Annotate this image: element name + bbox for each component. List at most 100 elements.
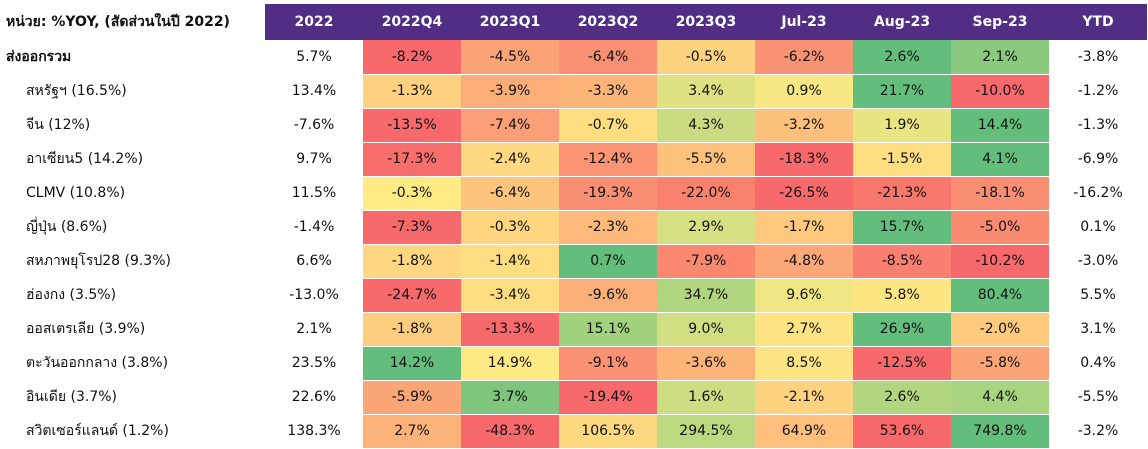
table-cell: -3.3% <box>559 73 657 108</box>
column-header: 2023Q1 <box>461 4 559 40</box>
table-row: ส่งออกรวม 5.7% -8.2% -4.5% -6.4% -0.5% -6.2% 2.… <box>0 40 1147 74</box>
table-cell: 14.9% <box>461 345 559 380</box>
table-cell: -12.5% <box>853 345 951 380</box>
table-cell: -1.8% <box>363 311 461 346</box>
table-row: สหภาพยุโรป28 (9.3%) 6.6% -1.8% -1.4% 0.7% -7.… <box>0 243 1147 278</box>
table-cell: 0.4% <box>1049 345 1147 380</box>
table-cell: -1.4% <box>461 243 559 278</box>
table-cell: -12.4% <box>559 141 657 176</box>
table-cell: -9.6% <box>559 277 657 312</box>
table-cell: 5.8% <box>853 277 951 312</box>
table-row: ญี่ปุ่น (8.6%) -1.4% -7.3% -0.3% -2.3% 2.9% -1… <box>0 209 1147 244</box>
table-cell: -19.4% <box>559 379 657 414</box>
table-cell: -22.0% <box>657 175 755 210</box>
table-cell: -1.7% <box>755 209 853 244</box>
table-cell: -9.1% <box>559 345 657 380</box>
table-cell: 64.9% <box>755 413 853 448</box>
table-cell: 53.6% <box>853 413 951 448</box>
table-cell: 13.4% <box>265 73 363 108</box>
row-label: ฮ่องกง (3.5%) <box>0 277 265 312</box>
table-cell: 0.7% <box>559 243 657 278</box>
table-cell: 2.1% <box>951 40 1049 74</box>
table-cell: -48.3% <box>461 413 559 448</box>
table-cell: -0.7% <box>559 107 657 142</box>
table-cell: -8.2% <box>363 40 461 74</box>
table-cell: -1.8% <box>363 243 461 278</box>
column-header: 2023Q2 <box>559 4 657 40</box>
table-cell: -2.1% <box>755 379 853 414</box>
table-cell: 22.6% <box>265 379 363 414</box>
row-label: ส่งออกรวม <box>6 48 72 65</box>
table-row: จีน (12%) -7.6% -13.5% -7.4% -0.7% 4.3% -3.2% 1… <box>0 107 1147 142</box>
table-row: ตะวันออกกลาง (3.8%) 23.5% 14.2% 14.9% -9.1% -… <box>0 345 1147 380</box>
column-header: YTD <box>1049 4 1147 40</box>
table-cell: 23.5% <box>265 345 363 380</box>
table-cell: 15.7% <box>853 209 951 244</box>
table-cell: -0.3% <box>363 175 461 210</box>
table-cell: -3.0% <box>1049 243 1147 278</box>
table-cell: 80.4% <box>951 277 1049 312</box>
table-cell: -5.9% <box>363 379 461 414</box>
table-cell: -2.0% <box>951 311 1049 346</box>
table-cell: -1.2% <box>1049 73 1147 108</box>
table-cell: 749.8% <box>951 413 1049 448</box>
table-cell: 3.1% <box>1049 311 1147 346</box>
table-cell: -7.3% <box>363 209 461 244</box>
column-header: 2022Q4 <box>363 4 461 40</box>
row-label: ตะวันออกกลาง (3.8%) <box>0 345 265 380</box>
row-label: จีน (12%) <box>0 107 265 142</box>
table-cell: -4.8% <box>755 243 853 278</box>
table-cell: 4.4% <box>951 379 1049 414</box>
table-cell: 34.7% <box>657 277 755 312</box>
column-header: Jul-23 <box>755 4 853 40</box>
table-cell: 5.5% <box>1049 277 1147 312</box>
table-cell: 8.5% <box>755 345 853 380</box>
table-cell: -3.6% <box>657 345 755 380</box>
table-row: สวิตเซอร์แลนด์ (1.2%) 138.3% 2.7% -48.3% 106… <box>0 413 1147 448</box>
row-label: CLMV (10.8%) <box>0 175 265 210</box>
table-cell: -13.0% <box>265 277 363 312</box>
table-cell: -1.4% <box>265 209 363 244</box>
table-cell: -0.3% <box>461 209 559 244</box>
table-cell: -1.3% <box>363 73 461 108</box>
table-cell: 4.1% <box>951 141 1049 176</box>
row-label: อินเดีย (3.7%) <box>0 379 265 414</box>
row-label: อาเซียน5 (14.2%) <box>0 141 265 176</box>
table-cell: 2.6% <box>853 379 951 414</box>
table-cell: 138.3% <box>265 413 363 448</box>
table-cell: 2.7% <box>363 413 461 448</box>
column-header: Aug-23 <box>853 4 951 40</box>
table-cell: 1.9% <box>853 107 951 142</box>
table-row: อินเดีย (3.7%) 22.6% -5.9% 3.7% -19.4% 1.6% -2… <box>0 379 1147 414</box>
table-cell: -5.5% <box>1049 379 1147 414</box>
export-growth-table: หน่วย: %YOY, (สัดส่วนในปี 2022) 2022 202… <box>0 4 1147 448</box>
table-cell: 21.7% <box>853 73 951 108</box>
table-cell: -1.5% <box>853 141 951 176</box>
table-cell: -7.6% <box>265 107 363 142</box>
table-cell: -5.5% <box>657 141 755 176</box>
table-cell: 6.6% <box>265 243 363 278</box>
table-cell: 106.5% <box>559 413 657 448</box>
table-cell: -7.4% <box>461 107 559 142</box>
table-cell: -4.5% <box>461 40 559 74</box>
table-cell: 9.7% <box>265 141 363 176</box>
table-cell: 2.9% <box>657 209 755 244</box>
header-row: หน่วย: %YOY, (สัดส่วนในปี 2022) 2022 202… <box>0 4 1147 40</box>
table-cell: -7.9% <box>657 243 755 278</box>
table-cell: -13.5% <box>363 107 461 142</box>
table-cell: 15.1% <box>559 311 657 346</box>
row-label: สวิตเซอร์แลนด์ (1.2%) <box>0 413 265 448</box>
table-cell: -6.9% <box>1049 141 1147 176</box>
table-cell: -3.2% <box>1049 413 1147 448</box>
table-cell: 26.9% <box>853 311 951 346</box>
table-cell: -6.4% <box>461 175 559 210</box>
table-cell: -16.2% <box>1049 175 1147 210</box>
column-header: 2023Q3 <box>657 4 755 40</box>
table-cell: -10.2% <box>951 243 1049 278</box>
table-cell: 2.6% <box>853 40 951 74</box>
table-cell: 3.4% <box>657 73 755 108</box>
row-label: สหรัฐฯ (16.5%) <box>0 73 265 108</box>
table-cell: -3.4% <box>461 277 559 312</box>
table-cell: -5.8% <box>951 345 1049 380</box>
